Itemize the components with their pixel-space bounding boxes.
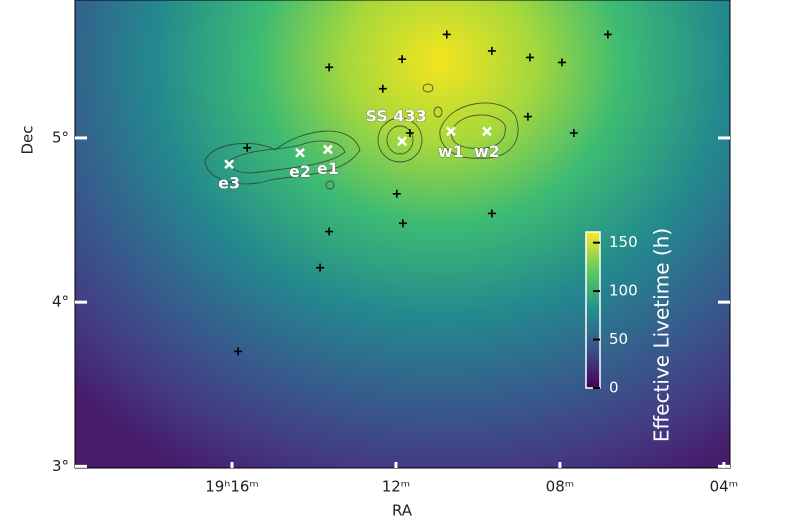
x-tick-label: 12ᵐ — [382, 478, 410, 496]
y-tick-label: 5° — [52, 128, 69, 146]
source-marker — [325, 63, 334, 72]
source-marker — [569, 129, 578, 138]
source-marker — [557, 58, 566, 67]
source-marker — [487, 46, 496, 55]
y-tick-label: 3° — [52, 457, 69, 475]
region-label: SS 433 — [365, 107, 426, 126]
x-tick-label: 04ᵐ — [710, 478, 738, 496]
colorbar-tick-label: 50 — [609, 330, 628, 348]
source-marker — [234, 347, 243, 356]
source-marker — [523, 112, 532, 121]
source-marker — [405, 129, 414, 138]
y-axis-label: Dec — [19, 125, 37, 154]
source-marker — [442, 30, 451, 39]
region-marker — [482, 126, 492, 137]
region-marker — [295, 147, 305, 158]
region-label: e3 — [218, 174, 240, 193]
source-marker — [603, 30, 612, 39]
region-label: e1 — [317, 159, 339, 178]
region-marker — [445, 126, 456, 137]
x-tick-label: 08ᵐ — [546, 478, 574, 496]
source-marker — [243, 143, 252, 152]
colorbar-tick-label: 0 — [609, 379, 619, 397]
sky-map — [75, 0, 730, 468]
source-marker — [325, 227, 334, 236]
source-marker — [525, 53, 534, 62]
y-tick-label: 4° — [52, 293, 69, 311]
plot-frame — [74, 0, 731, 469]
colorbar-tick-label: 100 — [609, 282, 638, 300]
region-marker — [397, 136, 407, 147]
source-marker — [316, 263, 325, 272]
source-marker — [398, 55, 407, 64]
region-label: w1 — [438, 142, 464, 161]
source-marker — [392, 189, 401, 198]
x-axis-label: RA — [392, 502, 413, 520]
colorbar-tick-label: 150 — [609, 233, 638, 251]
source-marker — [398, 219, 407, 228]
x-tick-label: 19ʰ16ᵐ — [205, 478, 259, 496]
region-label: w2 — [474, 142, 500, 161]
colorbar — [585, 231, 601, 389]
region-marker — [323, 144, 333, 155]
source-marker — [487, 209, 496, 218]
region-label: e2 — [289, 162, 311, 181]
region-marker — [224, 159, 235, 170]
source-marker — [378, 84, 387, 93]
colorbar-label: Effective Livetime (h) — [650, 228, 674, 442]
